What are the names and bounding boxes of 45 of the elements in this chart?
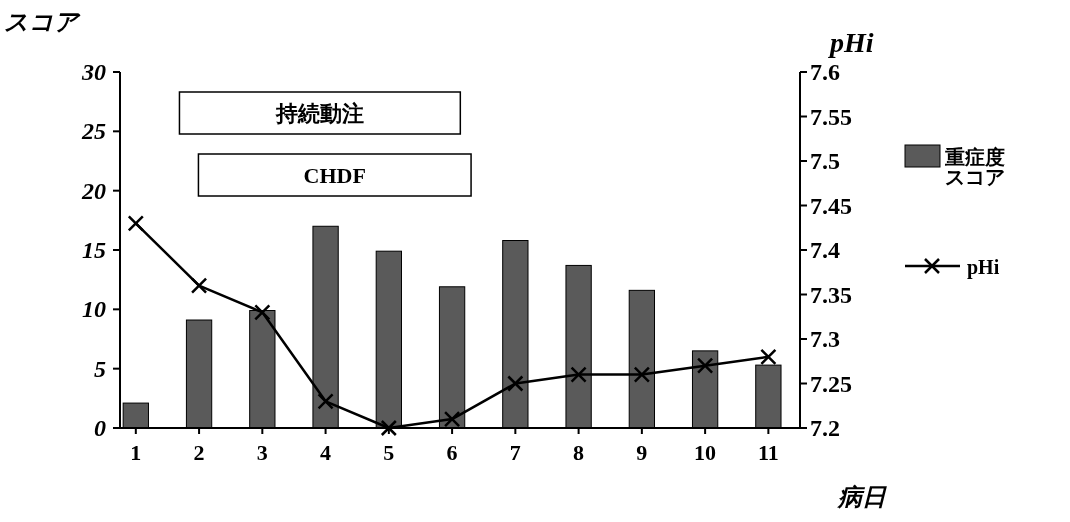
y-tick-label: 0 [94, 415, 106, 441]
point [507, 375, 524, 392]
y2-tick-label: 7.5 [810, 148, 840, 174]
y-tick-label: 20 [81, 177, 106, 204]
x-axis-title: 病日 [836, 484, 887, 510]
legend-label: 重症度スコア [944, 146, 1005, 188]
band-label: CHDF [303, 163, 366, 188]
y2-tick-label: 7.55 [810, 103, 852, 130]
y2-tick-label: 7.6 [810, 59, 840, 85]
point [443, 410, 461, 428]
point [380, 419, 398, 437]
x-tick-label: 10 [694, 440, 717, 465]
x-tick-label: 2 [193, 440, 205, 465]
point [760, 348, 777, 366]
x-tick-label: 3 [256, 440, 268, 465]
point [190, 277, 208, 294]
point [570, 366, 587, 383]
x-tick-label: 11 [757, 440, 779, 465]
y2-tick-label: 7.4 [810, 237, 840, 263]
y-tick-label: 10 [82, 296, 106, 323]
x-tick-label: 4 [320, 440, 332, 465]
y-axis-title: スコア [4, 9, 81, 35]
point [317, 393, 334, 410]
y-tick-label: 30 [81, 59, 106, 85]
band-label: 持続動注 [274, 101, 364, 126]
point [127, 215, 145, 232]
x-tick-label: 5 [383, 440, 395, 465]
y2-axis-title: pHi [828, 27, 874, 58]
x-tick-label: 9 [636, 440, 648, 465]
x-tick-label: 7 [509, 440, 521, 465]
x-tick-label: 1 [130, 440, 142, 465]
x-tick-label: 8 [573, 440, 585, 465]
y2-tick-label: 7.35 [810, 281, 852, 308]
y-tick-label: 5 [94, 355, 106, 382]
y2-tick-label: 7.25 [810, 370, 852, 397]
y-tick-label: 15 [82, 237, 106, 263]
x-tick-label: 6 [446, 440, 458, 465]
point [254, 304, 271, 321]
y2-tick-label: 7.45 [810, 192, 852, 219]
point [633, 366, 651, 383]
y2-tick-label: 7.3 [810, 326, 840, 352]
legend-label: pHi [967, 256, 1000, 279]
y2-tick-label: 7.2 [810, 415, 840, 441]
point [696, 357, 714, 374]
y-tick-label: 25 [81, 118, 106, 145]
